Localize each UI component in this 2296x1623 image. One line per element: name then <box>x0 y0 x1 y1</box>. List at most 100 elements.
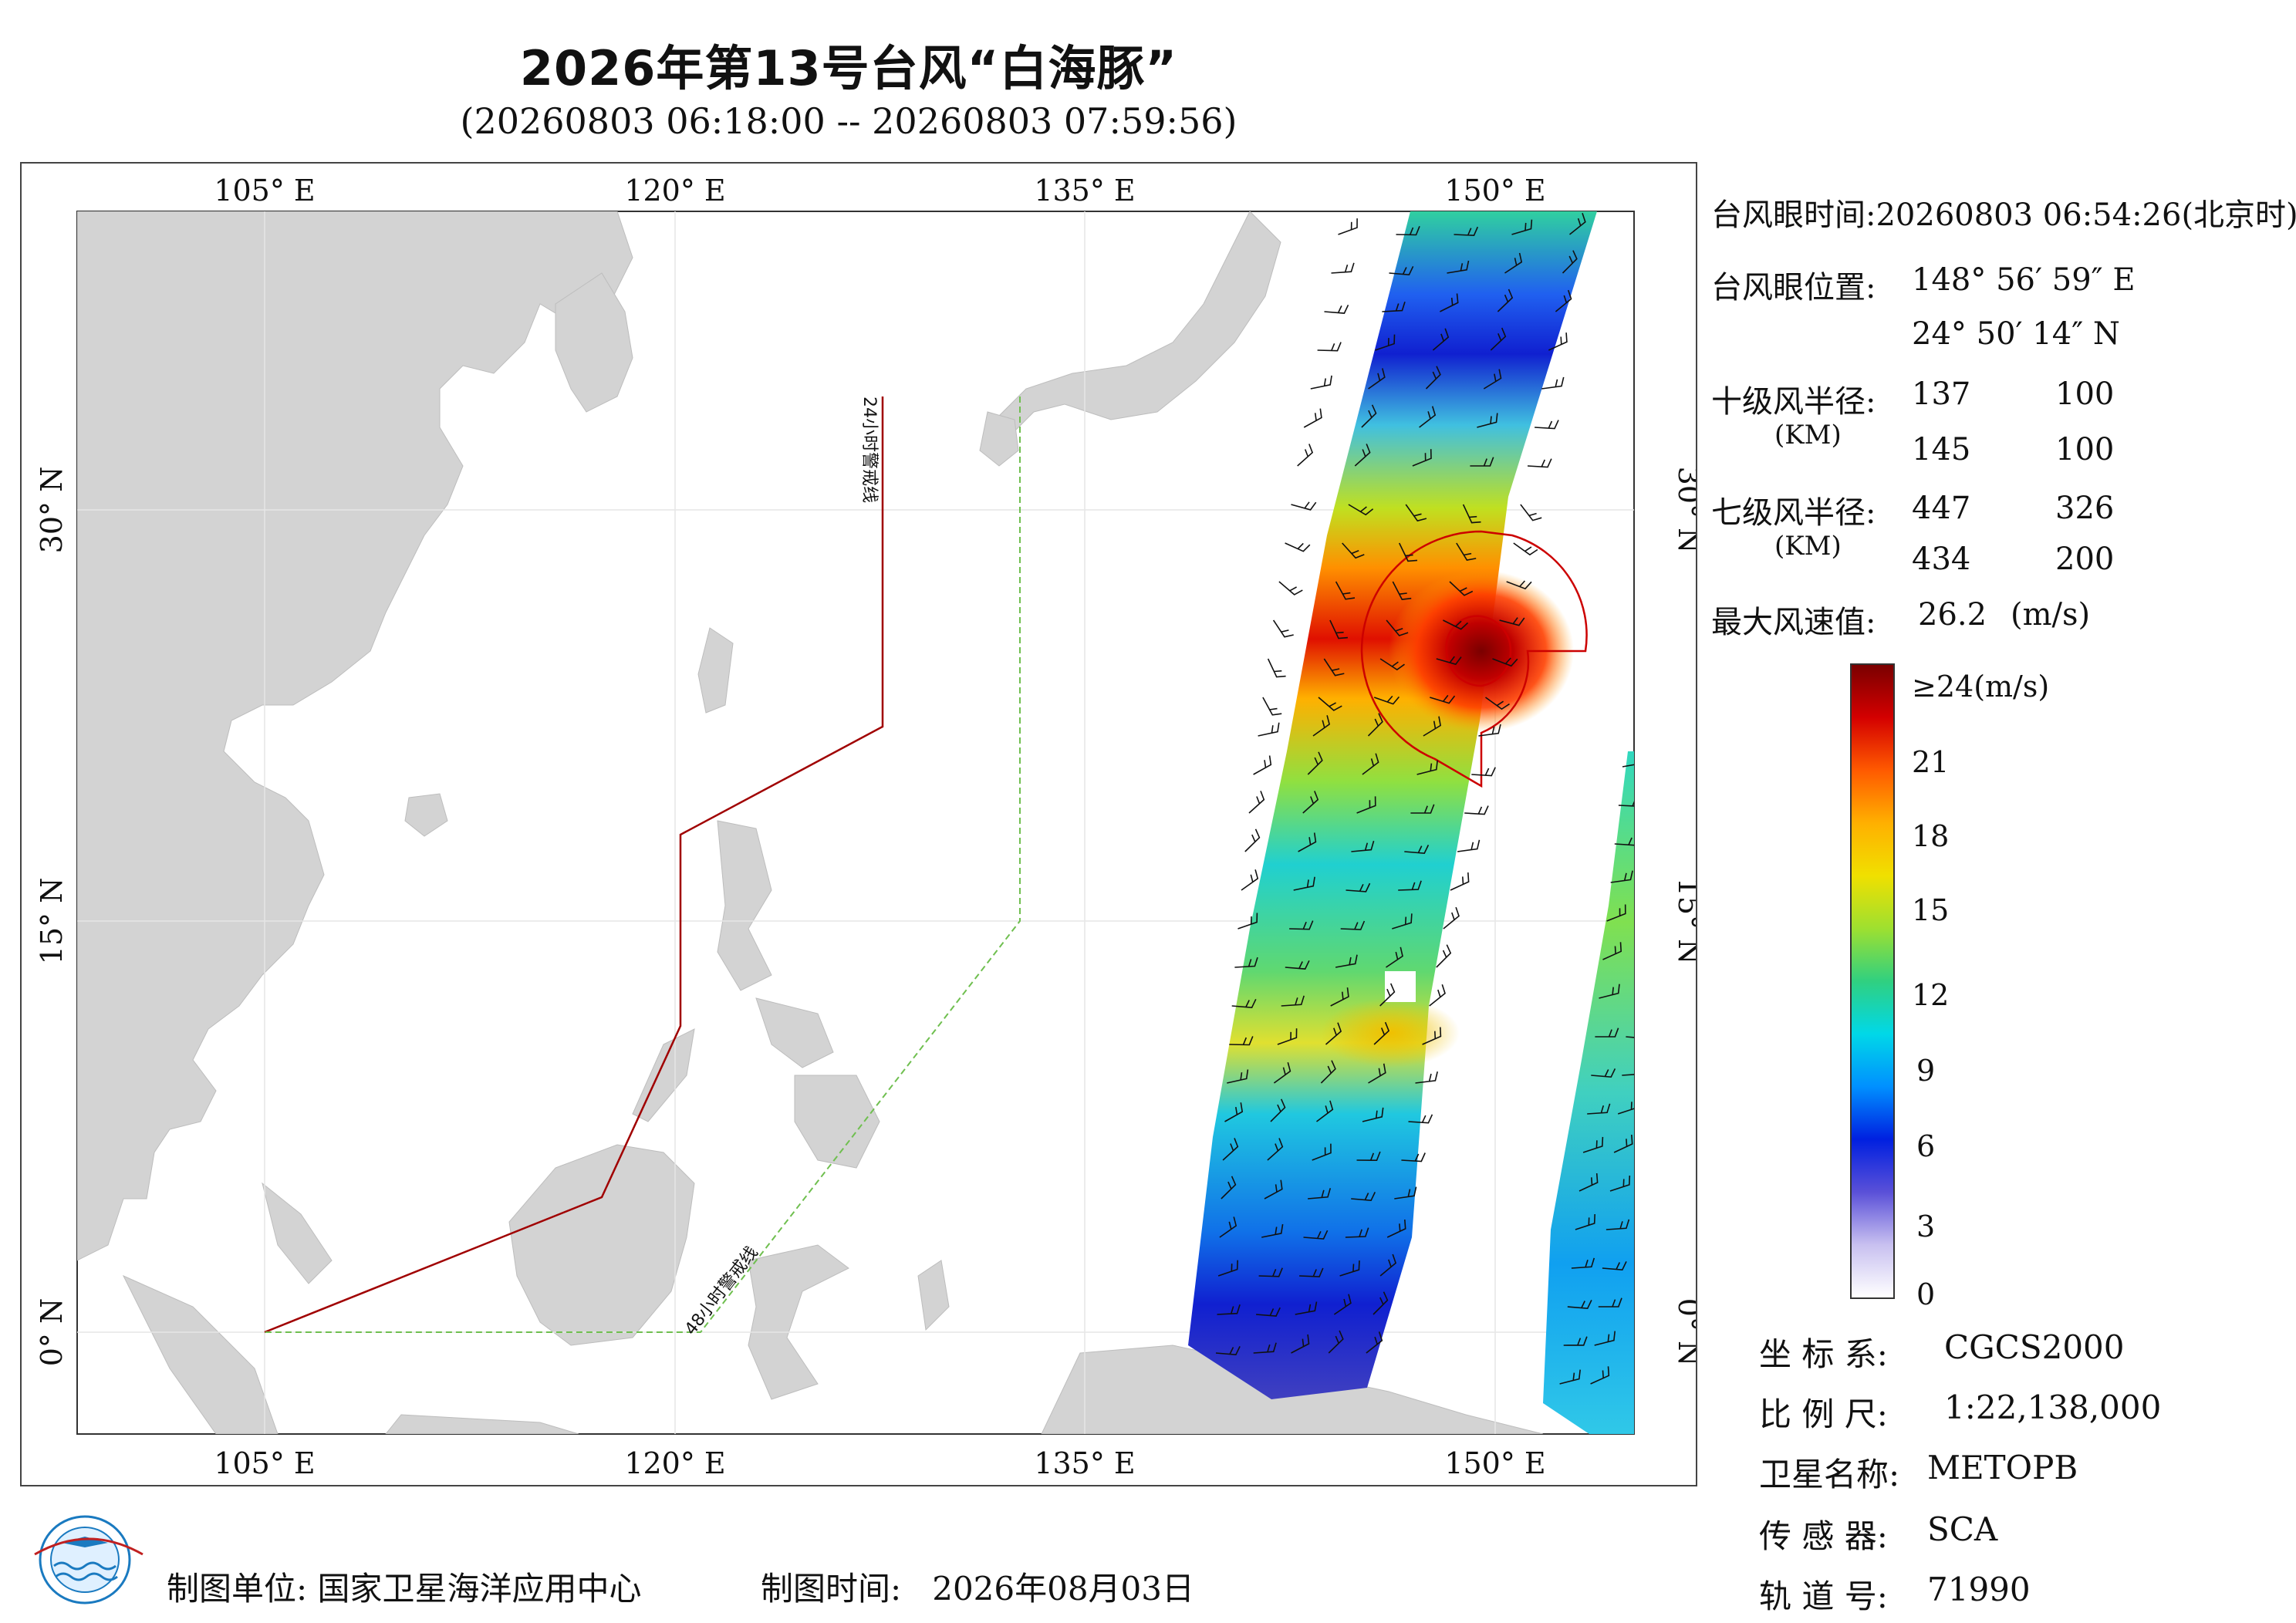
wind-barb <box>1614 837 1634 846</box>
wind-barb <box>1253 755 1272 775</box>
lat-tick-right: 0° N <box>1672 1298 1696 1367</box>
lon-tick-top: 150° E <box>1444 174 1545 208</box>
wind-barb <box>1419 406 1437 428</box>
wind-barb <box>1324 304 1349 314</box>
wind-barb <box>1351 1192 1376 1202</box>
wind-barb <box>1590 1366 1610 1385</box>
land-malay <box>262 1182 333 1284</box>
wind-barb <box>1610 870 1633 883</box>
lat-ticks-left: 30° N 15° N 0° N <box>35 467 69 1367</box>
land-asia-mainland <box>77 211 633 1261</box>
wind-barb <box>1307 751 1323 775</box>
lat-tick-left: 0° N <box>35 1298 69 1367</box>
r10-value: 100 <box>2055 432 2115 467</box>
max-wind-value: 26.2 <box>1918 597 1987 633</box>
orbit-label: 轨 道 号: <box>1759 1577 1888 1615</box>
wind-barb <box>1425 366 1441 390</box>
wind-barb <box>1405 504 1427 522</box>
wind-barb <box>1504 252 1523 274</box>
crs-label: 坐 标 系: <box>1759 1335 1888 1373</box>
wind-barb <box>1278 581 1303 596</box>
wind-barb <box>1281 995 1305 1007</box>
wind-barb <box>1599 984 1620 999</box>
colorbar-label: 15 <box>1912 893 1950 927</box>
scale-value: 1:22,138,000 <box>1944 1388 2162 1426</box>
max-wind-label: 最大风速值: <box>1711 605 1876 640</box>
wind-barb <box>1362 753 1379 775</box>
wind-barb <box>1234 957 1258 968</box>
warning-line-48h <box>265 396 1021 1333</box>
wind-barb <box>1415 1071 1438 1084</box>
wind-barb <box>1318 697 1342 711</box>
wind-barb <box>1575 1213 1595 1230</box>
colorbar-label: 18 <box>1912 819 1950 853</box>
wind-barb <box>1368 1063 1386 1084</box>
wind-barb <box>1272 619 1294 638</box>
wind-barb <box>1401 1152 1426 1162</box>
wind-barb <box>1594 1331 1616 1346</box>
wind-barb <box>1562 250 1578 274</box>
wind-barb <box>1258 722 1280 737</box>
lon-tick-top: 105° E <box>214 174 315 208</box>
wind-barb <box>1270 1098 1286 1122</box>
wind-barb <box>1497 288 1514 312</box>
wind-barb <box>1379 658 1405 671</box>
wind-barb <box>1449 581 1474 596</box>
wind-barb <box>1367 713 1383 737</box>
r10-value: 100 <box>2055 376 2115 412</box>
lon-tick-bottom: 135° E <box>1034 1446 1135 1480</box>
wind-barb <box>1618 801 1634 807</box>
map-title: 2026年第13号台风“白海豚” <box>519 40 1178 96</box>
wind-barb <box>1582 1136 1604 1153</box>
wind-barb <box>1563 1336 1588 1346</box>
wind-barb <box>1231 998 1257 1009</box>
wind-barb <box>1317 342 1342 352</box>
r10-value: 137 <box>1912 376 1971 412</box>
map-frame: 105° E 120° E 135° E 150° E 105° E 120° … <box>20 162 1697 1486</box>
lat-ticks-right: 30° N 15° N 0° N <box>1672 467 1696 1367</box>
wind-barb <box>1430 694 1456 704</box>
wind-barbs <box>1215 213 1634 1385</box>
wind-barb <box>1331 262 1355 274</box>
wind-barb <box>1520 504 1542 521</box>
satellite-label: 卫星名称: <box>1759 1456 1900 1493</box>
wind-barb <box>1394 1186 1417 1200</box>
wind-barb <box>1285 542 1311 552</box>
lon-tick-bottom: 150° E <box>1444 1446 1545 1480</box>
lon-tick-top: 135° E <box>1034 174 1135 208</box>
map-canvas[interactable]: 105° E 120° E 135° E 150° E 105° E 120° … <box>22 164 1696 1485</box>
wind-barb <box>1261 1223 1284 1238</box>
wind-barb <box>1361 404 1377 428</box>
wind-barb <box>1244 828 1261 852</box>
wind-barb <box>1541 376 1565 390</box>
wind-barb <box>1346 882 1371 892</box>
wind-barb <box>1217 1260 1238 1277</box>
wind-radius-10 <box>1445 615 1512 687</box>
wind-barb <box>1447 260 1470 274</box>
wind-barb <box>1422 1027 1442 1045</box>
wind-barb <box>1548 332 1568 351</box>
wind-barb <box>1626 1036 1634 1038</box>
wind-barb <box>1354 444 1371 467</box>
land-kyushu <box>979 411 1019 467</box>
land-sulawesi <box>748 1244 849 1400</box>
wind-barb <box>1436 944 1452 968</box>
wind-barb <box>1373 1291 1389 1315</box>
wind-barb <box>1471 767 1496 777</box>
wind-barb <box>1345 1227 1369 1238</box>
wind-barb <box>1333 1294 1352 1315</box>
land-sumatra <box>122 1274 279 1434</box>
wind-barb <box>1237 913 1258 930</box>
sensor-value: SCA <box>1927 1510 1998 1548</box>
wind-barb <box>1273 1061 1292 1084</box>
wind-barb <box>1335 581 1356 600</box>
r7-value: 447 <box>1912 491 1971 526</box>
wind-barb <box>1222 1138 1239 1161</box>
producer-label: 制图单位: <box>167 1570 308 1608</box>
wind-barb <box>1297 444 1314 467</box>
wind-barb <box>1312 715 1331 737</box>
wind-barb <box>1241 869 1259 891</box>
wind-barb <box>1440 293 1459 312</box>
wind-barb <box>1340 920 1366 930</box>
wind-barb <box>1328 1330 1344 1354</box>
